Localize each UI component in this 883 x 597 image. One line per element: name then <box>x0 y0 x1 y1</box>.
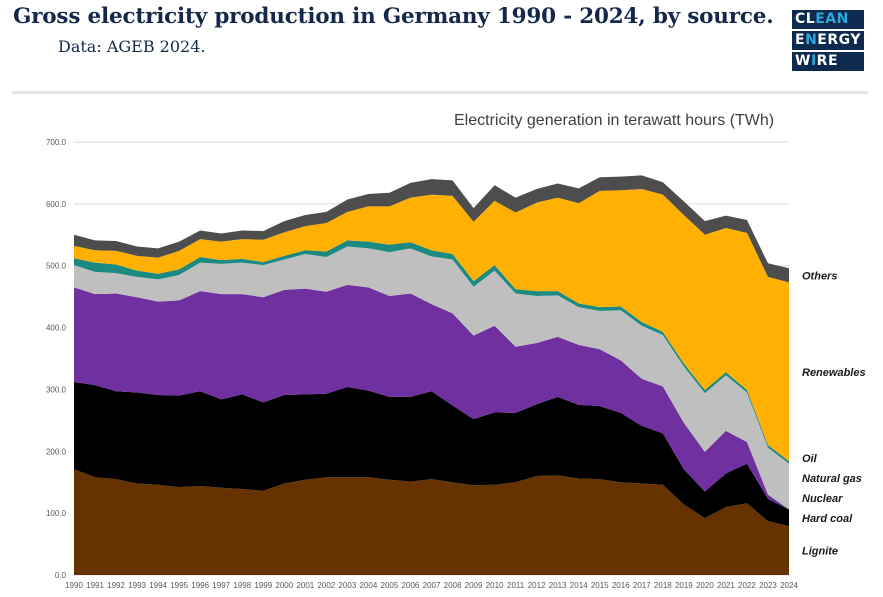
area-natural-gas <box>74 246 789 510</box>
x-tick-label: 2017 <box>633 581 651 590</box>
header: Gross electricity production in Germany … <box>0 0 883 96</box>
x-tick-label: 2020 <box>696 581 714 590</box>
x-tick-label: 2009 <box>465 581 483 590</box>
x-tick-label: 2014 <box>570 581 588 590</box>
x-tick-label: 2013 <box>549 581 567 590</box>
area-nuclear <box>74 284 789 510</box>
y-tick-label: 600.0 <box>46 200 67 209</box>
x-tick-label: 2001 <box>296 581 314 590</box>
x-tick-label: 1998 <box>233 581 251 590</box>
logo-line-2: ENERGY <box>792 31 864 50</box>
series-label-natural-gas: Natural gas <box>802 473 862 485</box>
area-renewables <box>74 189 789 462</box>
x-tick-label: 2023 <box>759 581 777 590</box>
y-tick-label: 200.0 <box>46 447 67 456</box>
x-tick-label: 1995 <box>170 581 188 590</box>
y-tick-label: 300.0 <box>46 385 67 394</box>
x-tick-label: 2022 <box>738 581 756 590</box>
area-lignite <box>74 469 789 575</box>
x-tick-label: 2010 <box>486 581 504 590</box>
x-tick-label: 1994 <box>149 581 167 590</box>
series-label-renewables: Renewables <box>802 367 866 379</box>
x-tick-label: 1990 <box>65 581 83 590</box>
x-tick-label: 2000 <box>275 581 293 590</box>
y-tick-label: 700.0 <box>46 138 67 147</box>
x-tick-label: 1991 <box>86 581 104 590</box>
y-tick-label: 400.0 <box>46 324 67 333</box>
chart-title: Electricity generation in terawatt hours… <box>454 112 775 129</box>
x-tick-label: 2024 <box>780 581 798 590</box>
y-tick-label: 100.0 <box>46 509 67 518</box>
series-label-hard-coal: Hard coal <box>802 513 853 525</box>
x-tick-label: 1997 <box>212 581 230 590</box>
x-tick-label: 2002 <box>317 581 335 590</box>
series-label-oil: Oil <box>802 453 818 465</box>
x-tick-label: 2006 <box>402 581 420 590</box>
x-tick-label: 2012 <box>528 581 546 590</box>
clean-energy-wire-logo[interactable]: CLEAN ENERGY WIRE <box>792 10 864 73</box>
y-tick-label: 0.0 <box>55 571 67 580</box>
x-tick-label: 2005 <box>381 581 399 590</box>
x-tick-label: 1992 <box>107 581 125 590</box>
x-tick-label: 2007 <box>423 581 441 590</box>
x-tick-label: 2015 <box>591 581 609 590</box>
page-title: Gross electricity production in Germany … <box>13 4 774 29</box>
x-tick-label: 1996 <box>191 581 209 590</box>
series-label-others: Others <box>802 270 837 282</box>
divider <box>12 91 868 94</box>
logo-line-1: CLEAN <box>792 10 864 29</box>
series-label-nuclear: Nuclear <box>802 493 843 505</box>
x-tick-label: 2003 <box>338 581 356 590</box>
y-tick-label: 500.0 <box>46 262 67 271</box>
x-tick-label: 2016 <box>612 581 630 590</box>
logo-line-3: WIRE <box>792 52 864 71</box>
x-tick-label: 2019 <box>675 581 693 590</box>
area-hard-coal <box>74 382 789 527</box>
x-tick-label: 2008 <box>444 581 462 590</box>
x-tick-label: 2018 <box>654 581 672 590</box>
x-tick-label: 1999 <box>254 581 272 590</box>
data-source: Data: AGEB 2024. <box>58 37 206 56</box>
x-tick-label: 2021 <box>717 581 735 590</box>
x-tick-label: 2011 <box>507 581 525 590</box>
x-tick-label: 1993 <box>128 581 146 590</box>
series-label-lignite: Lignite <box>802 546 838 558</box>
x-tick-label: 2004 <box>360 581 378 590</box>
